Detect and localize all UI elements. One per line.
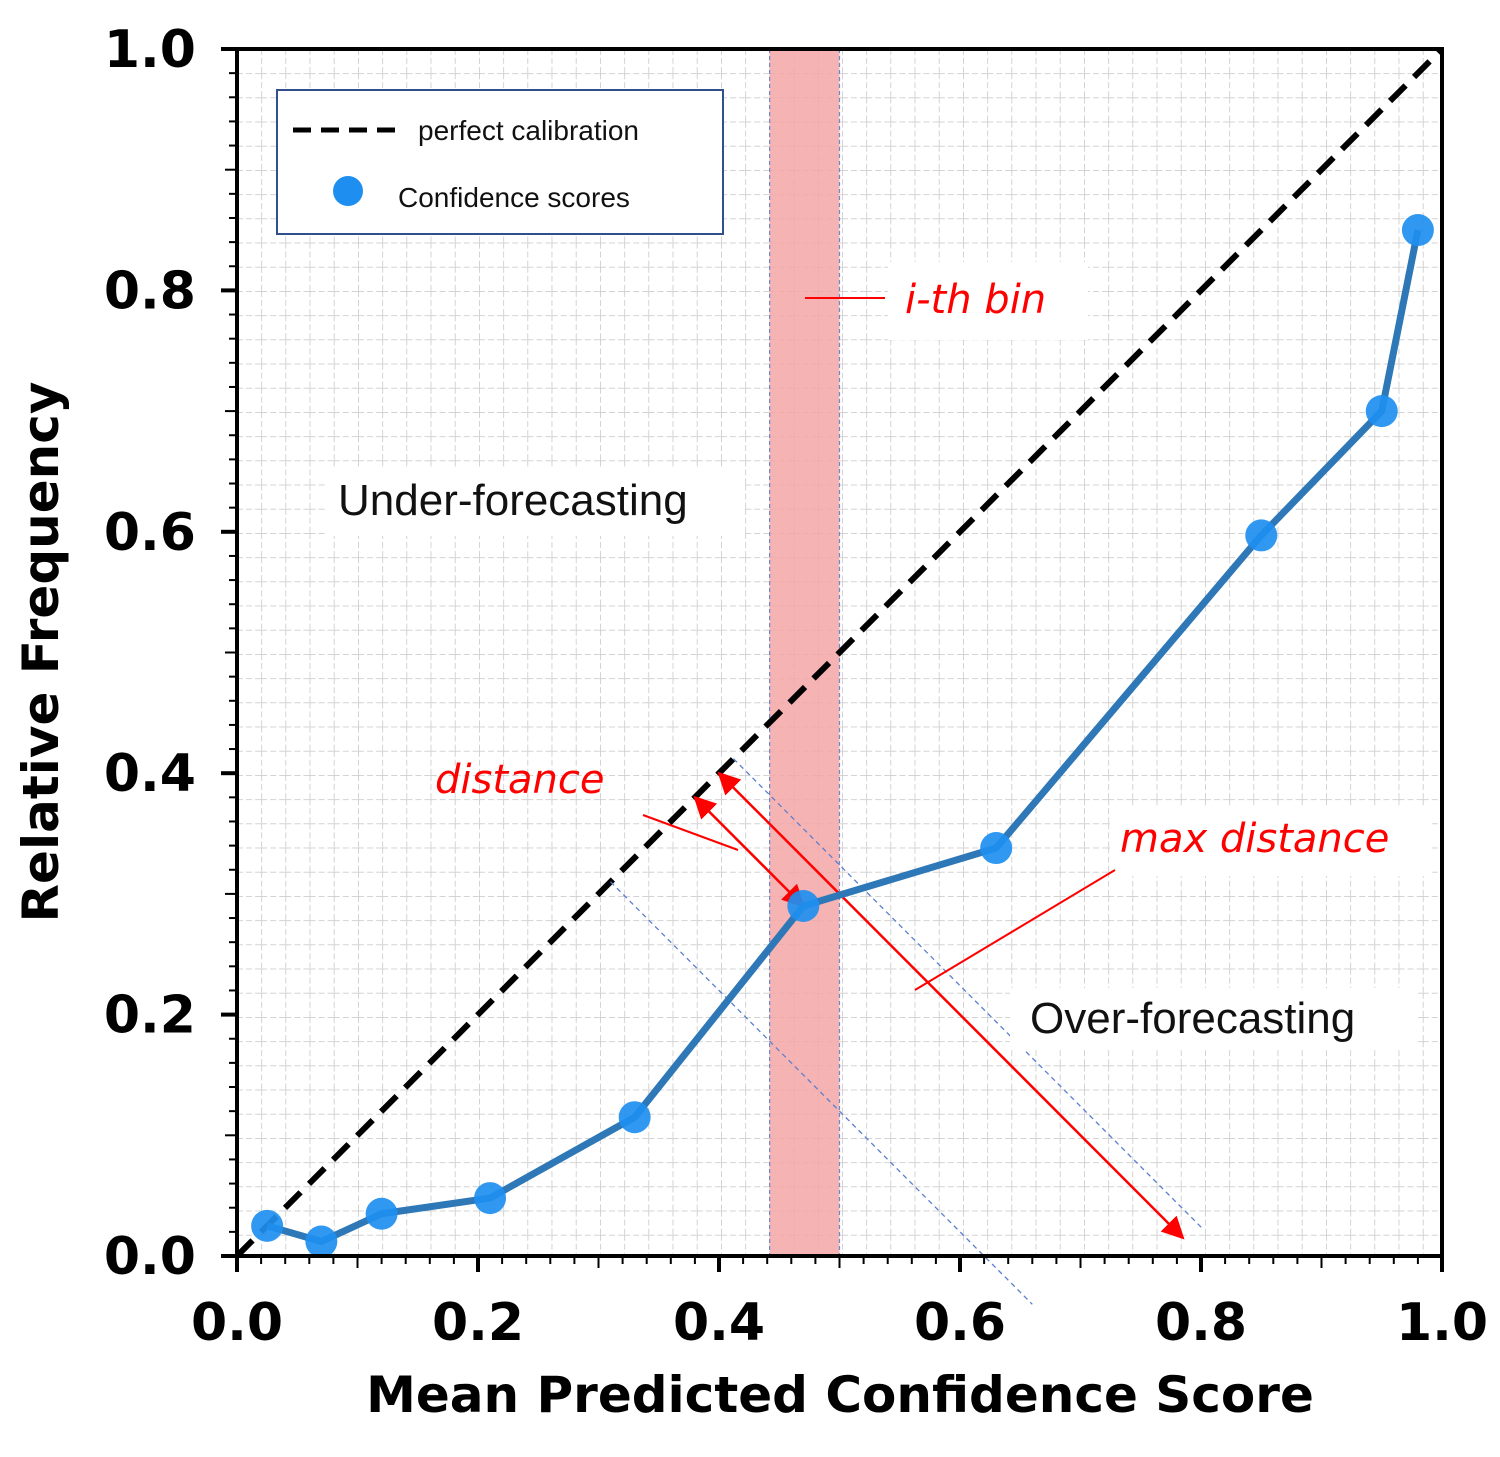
minor-ticks: [221, 47, 1444, 1272]
distance-guides: [610, 758, 1204, 1305]
over-forecasting-bg: [1010, 988, 1418, 1050]
y-tick-label: 0.6: [104, 503, 196, 563]
legend-box: [276, 89, 724, 235]
x-tick-label: 0.0: [191, 1293, 283, 1353]
ith-bin-label: i-th bin: [905, 277, 1046, 323]
data-point: [251, 1209, 284, 1242]
y-tick-label: 0.4: [104, 744, 196, 804]
data-point: [1401, 214, 1434, 247]
max-distance-arrow: [717, 771, 1185, 1240]
confidence-series-line: [266, 229, 1422, 1246]
y-tick-labels: 0.0 0.2 0.4 0.6 0.8 1.0: [104, 20, 196, 1287]
distance-guide-line: [610, 881, 1033, 1305]
data-point: [1365, 395, 1398, 428]
x-tick-label: 1.0: [1396, 1293, 1488, 1353]
legend-marker-icon: [333, 176, 363, 206]
max-distance-label-bg: [1110, 806, 1430, 876]
ith-bin-label-bg: [888, 262, 1088, 340]
x-tick-label: 0.4: [673, 1293, 765, 1353]
y-axis-label: Relative Frequency: [12, 382, 70, 923]
data-point: [787, 889, 820, 922]
data-point: [1245, 519, 1278, 552]
x-tick-label: 0.2: [432, 1293, 524, 1353]
distance-guide-line: [733, 758, 1204, 1230]
x-axis-label: Mean Predicted Confidence Score: [366, 1366, 1314, 1424]
data-point: [474, 1182, 507, 1215]
perfect-calibration-line: [234, 46, 1445, 1259]
distance-pointer: [642, 814, 739, 851]
over-forecasting-label: Over-forecasting: [1030, 994, 1355, 1043]
data-point: [365, 1197, 398, 1230]
under-forecasting-label: Under-forecasting: [338, 476, 688, 525]
y-tick-label: 0.0: [104, 1227, 196, 1287]
y-tick-label: 0.2: [104, 986, 196, 1046]
distance-label: distance: [435, 757, 605, 803]
data-point: [305, 1225, 338, 1258]
x-tick-label: 0.6: [914, 1293, 1006, 1353]
x-tick-label: 0.8: [1155, 1293, 1247, 1353]
data-point: [980, 832, 1013, 865]
highlight-bin-band: [769, 49, 840, 1256]
legend-label-confidence-scores: Confidence scores: [398, 182, 630, 213]
y-tick-label: 0.8: [104, 261, 196, 321]
y-tick-label: 1.0: [104, 20, 196, 80]
under-forecasting-bg: [325, 468, 745, 536]
max-distance-label: max distance: [1120, 816, 1389, 862]
confidence-series-points: [251, 214, 1434, 1258]
max-distance-pointer: [914, 869, 1116, 991]
x-tick-labels: 0.0 0.2 0.4 0.6 0.8 1.0: [191, 1293, 1488, 1353]
legend-label-perfect-calibration: perfect calibration: [418, 115, 639, 146]
data-point: [618, 1101, 651, 1134]
